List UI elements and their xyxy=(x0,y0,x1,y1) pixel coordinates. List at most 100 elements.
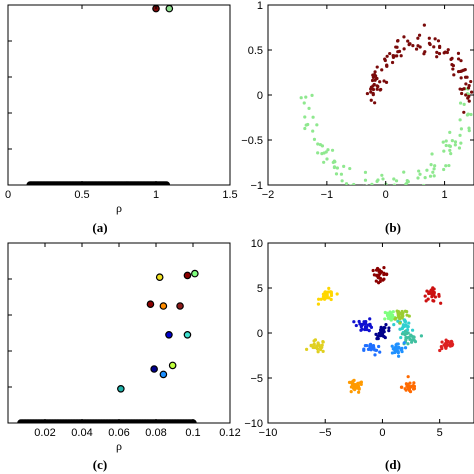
x-tick-label: 0 xyxy=(383,189,389,201)
data-point xyxy=(362,348,366,352)
data-point xyxy=(326,148,330,152)
data-point xyxy=(366,347,371,351)
data-point xyxy=(329,297,333,302)
data-point xyxy=(373,70,377,74)
data-point xyxy=(405,313,409,317)
data-point xyxy=(332,165,337,169)
data-point xyxy=(363,327,367,332)
data-point xyxy=(321,340,325,344)
data-point xyxy=(437,292,441,297)
data-point xyxy=(405,186,408,189)
data-point xyxy=(444,346,448,350)
data-point xyxy=(448,130,452,134)
data-point xyxy=(453,140,458,144)
x-axis-label: ρ xyxy=(116,439,122,453)
data-point xyxy=(329,293,334,298)
data-point xyxy=(459,127,463,131)
data-point xyxy=(458,118,462,122)
data-point xyxy=(412,387,416,391)
marks-layer xyxy=(299,23,474,190)
x-tick-label: −1 xyxy=(321,189,334,201)
data-point xyxy=(446,339,450,344)
data-point xyxy=(383,57,387,61)
data-point xyxy=(442,167,446,172)
data-point xyxy=(422,183,426,185)
data-point xyxy=(117,384,125,393)
data-point xyxy=(311,345,315,350)
y-tick-label: −5 xyxy=(250,373,263,385)
data-point xyxy=(385,63,389,67)
data-point xyxy=(383,326,387,330)
data-point xyxy=(360,327,364,331)
data-point xyxy=(445,50,449,55)
data-point xyxy=(405,310,409,314)
data-point xyxy=(416,176,420,180)
panel-a: 0 0.5 1 1.5 ρ xyxy=(5,4,238,215)
data-point xyxy=(429,163,433,167)
data-point xyxy=(430,291,435,295)
data-point xyxy=(309,343,313,347)
y-tick-label: −1 xyxy=(250,180,263,192)
data-point xyxy=(407,321,411,325)
data-point xyxy=(419,334,424,338)
data-point xyxy=(351,386,356,390)
x-tick-label: 5 xyxy=(437,427,443,439)
data-point xyxy=(365,91,370,96)
data-point xyxy=(357,390,361,394)
data-point xyxy=(392,183,397,185)
x-tick-label: −5 xyxy=(319,427,332,439)
data-point xyxy=(422,23,426,27)
y-tick-label: 10 xyxy=(251,238,263,250)
data-point xyxy=(438,348,442,353)
data-point xyxy=(430,152,434,156)
data-point xyxy=(327,296,331,300)
data-point xyxy=(368,317,372,321)
data-point xyxy=(407,385,411,390)
x-tick-label: 0 xyxy=(5,189,11,201)
data-point xyxy=(387,329,391,333)
data-point xyxy=(392,323,396,327)
data-point xyxy=(379,331,383,335)
data-point xyxy=(396,39,400,43)
data-point xyxy=(155,273,164,282)
data-point xyxy=(383,317,387,321)
data-point xyxy=(377,276,382,280)
data-point xyxy=(394,179,399,183)
data-point xyxy=(183,330,192,339)
x-tick-label: 0.1 xyxy=(185,427,200,439)
data-point xyxy=(384,322,388,327)
data-point xyxy=(159,370,168,379)
data-point xyxy=(389,187,392,190)
data-point xyxy=(322,292,326,296)
data-point xyxy=(312,339,316,343)
data-point xyxy=(397,315,401,319)
panel-b-label: (b) xyxy=(385,220,401,235)
data-point xyxy=(386,316,390,321)
data-point xyxy=(467,99,471,103)
data-point xyxy=(417,33,422,37)
data-point xyxy=(375,266,380,271)
data-point xyxy=(432,174,436,178)
data-point xyxy=(446,48,450,52)
data-point xyxy=(375,65,379,69)
data-point xyxy=(339,172,344,176)
data-point xyxy=(459,141,463,145)
data-point xyxy=(439,345,443,349)
data-point xyxy=(340,179,344,183)
data-point xyxy=(316,350,320,354)
data-point xyxy=(183,271,192,280)
data-point xyxy=(372,273,376,277)
data-point xyxy=(361,322,365,326)
data-point xyxy=(342,164,346,169)
data-point xyxy=(146,300,155,309)
data-point xyxy=(416,36,420,40)
data-point xyxy=(400,346,404,350)
data-point xyxy=(378,350,382,354)
data-point xyxy=(315,123,319,127)
data-point xyxy=(389,313,393,317)
data-point xyxy=(303,115,307,119)
data-point xyxy=(391,54,395,58)
data-point xyxy=(418,172,422,176)
data-point xyxy=(431,170,435,174)
data-point xyxy=(447,163,451,168)
